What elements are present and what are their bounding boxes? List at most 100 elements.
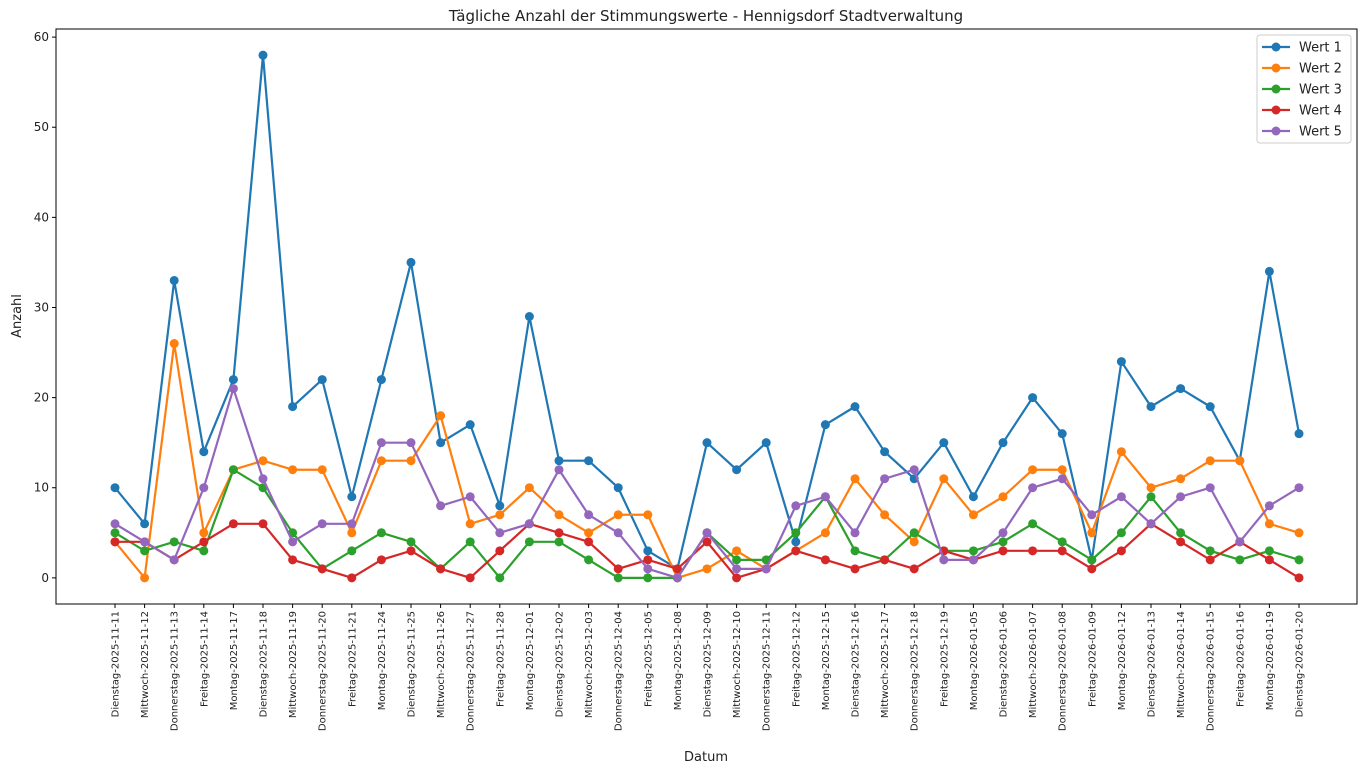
data-point: Wert 4: 1 <box>1087 564 1097 574</box>
x-tick-label: Dienstag-2026-01-06 <box>999 611 1010 717</box>
data-point: Wert 4: 0 <box>465 573 475 583</box>
data-point: Wert 2: 6 <box>465 519 475 529</box>
data-point: Wert 3: 4 <box>554 537 564 547</box>
x-tick-label: Mittwoch-2025-11-12 <box>140 611 151 718</box>
data-point: Wert 1: 24 <box>1116 357 1126 367</box>
data-point: Wert 3: 4 <box>998 537 1008 547</box>
data-point: Wert 5: 12 <box>909 465 919 475</box>
data-point: Wert 2: 13 <box>1205 456 1215 466</box>
x-tick-label: Freitag-2025-12-12 <box>791 611 802 707</box>
data-point: Wert 5: 1 <box>732 564 742 574</box>
data-point: Wert 2: 18 <box>436 411 446 421</box>
data-point: Wert 4: 4 <box>584 537 594 547</box>
data-point: Wert 4: 3 <box>1116 546 1126 556</box>
legend-item: Wert 2 <box>1262 62 1342 77</box>
data-point: Wert 1: 15 <box>436 438 446 448</box>
data-point: Wert 3: 0 <box>613 573 623 583</box>
data-point: Wert 5: 2 <box>939 555 949 565</box>
data-point: Wert 4: 1 <box>317 564 327 574</box>
data-point: Wert 1: 8 <box>495 501 505 511</box>
data-point: Wert 1: 29 <box>524 312 534 321</box>
data-point: Wert 1: 10 <box>613 483 623 493</box>
data-point: Wert 2: 7 <box>554 510 564 520</box>
legend-label: Wert 3 <box>1299 83 1342 98</box>
data-point: Wert 4: 3 <box>998 546 1008 556</box>
data-point: Wert 3: 4 <box>465 537 475 547</box>
x-tick-label: Dienstag-2025-12-16 <box>851 611 862 717</box>
data-point: Wert 2: 5 <box>584 528 594 538</box>
data-point: Wert 5: 7 <box>1087 510 1097 520</box>
data-point: Wert 3: 3 <box>1205 546 1215 556</box>
data-point: Wert 5: 10 <box>1205 483 1215 493</box>
x-tick-label: Donnerstag-2025-12-11 <box>762 611 773 731</box>
x-tick-label: Montag-2026-01-12 <box>1117 611 1128 710</box>
data-point: Wert 2: 14 <box>1116 447 1126 457</box>
data-point: Wert 5: 5 <box>850 528 860 538</box>
data-point: Wert 5: 10 <box>1028 483 1038 493</box>
data-point: Wert 3: 5 <box>1116 528 1126 538</box>
data-point: Wert 2: 12 <box>317 465 327 475</box>
data-point: Wert 2: 10 <box>524 483 534 493</box>
legend-item: Wert 4 <box>1262 104 1342 119</box>
data-point: Wert 2: 12 <box>1028 465 1038 475</box>
data-point: Wert 2: 26 <box>169 339 179 349</box>
data-point: Wert 1: 17 <box>820 420 830 430</box>
legend-marker <box>1271 105 1281 115</box>
x-tick-label: Mittwoch-2026-01-07 <box>1028 611 1039 718</box>
data-point: Wert 1: 3 <box>643 546 653 556</box>
data-point: Wert 3: 3 <box>850 546 860 556</box>
data-point: Wert 5: 9 <box>1116 492 1126 502</box>
x-tick-label: Freitag-2025-11-21 <box>347 611 358 707</box>
data-point: Wert 1: 15 <box>939 438 949 448</box>
chart-title: Tägliche Anzahl der Stimmungswerte - Hen… <box>448 7 963 25</box>
data-point: Wert 5: 4 <box>1235 537 1245 547</box>
data-point: Wert 3: 3 <box>1264 546 1274 556</box>
data-point: Wert 3: 0 <box>643 573 653 583</box>
x-tick-label: Freitag-2025-12-05 <box>643 611 654 707</box>
data-point: Wert 4: 1 <box>672 564 682 574</box>
data-point: Wert 1: 19 <box>1205 402 1215 412</box>
data-point: Wert 5: 5 <box>998 528 1008 538</box>
data-point: Wert 1: 19 <box>850 402 860 412</box>
data-point: Wert 1: 13 <box>584 456 594 466</box>
data-point: Wert 5: 8 <box>436 501 446 511</box>
data-point: Wert 2: 12 <box>1057 465 1067 475</box>
data-point: Wert 5: 11 <box>880 474 890 484</box>
data-point: Wert 4: 1 <box>613 564 623 574</box>
data-point: Wert 4: 4 <box>110 537 120 547</box>
data-point: Wert 5: 4 <box>288 537 298 547</box>
data-point: Wert 1: 15 <box>998 438 1008 448</box>
data-point: Wert 1: 4 <box>791 537 801 547</box>
data-point: Wert 3: 5 <box>1176 528 1186 538</box>
data-point: Wert 3: 3 <box>347 546 357 556</box>
x-tick-label: Donnerstag-2025-12-18 <box>910 611 921 731</box>
x-tick-label: Donnerstag-2026-01-08 <box>1058 611 1069 731</box>
x-tick-label: Mittwoch-2025-12-10 <box>732 611 743 718</box>
data-point: Wert 3: 3 <box>140 546 150 556</box>
data-point: Wert 3: 4 <box>406 537 416 547</box>
data-point: Wert 2: 11 <box>850 474 860 484</box>
legend-label: Wert 4 <box>1299 104 1342 119</box>
data-point: Wert 4: 1 <box>436 564 446 574</box>
y-axis-label: Anzahl <box>10 294 25 338</box>
data-point: Wert 2: 7 <box>880 510 890 520</box>
legend-marker <box>1271 42 1281 52</box>
data-point: Wert 4: 4 <box>199 537 209 547</box>
legend-item: Wert 5 <box>1262 125 1342 140</box>
data-point: Wert 4: 2 <box>820 555 830 565</box>
data-point: Wert 2: 13 <box>406 456 416 466</box>
data-point: Wert 2: 0 <box>140 573 150 583</box>
data-point: Wert 3: 0 <box>495 573 505 583</box>
x-tick-label: Dienstag-2025-12-02 <box>555 611 566 717</box>
x-tick-label: Freitag-2025-11-14 <box>199 611 210 707</box>
data-point: Wert 2: 7 <box>613 510 623 520</box>
data-point: Wert 4: 1 <box>850 564 860 574</box>
y-tick-label: 60 <box>34 30 49 44</box>
data-point: Wert 4: 3 <box>495 546 505 556</box>
x-tick-label: Montag-2025-11-17 <box>229 611 240 710</box>
data-point: Wert 5: 5 <box>495 528 505 538</box>
x-tick-label: Donnerstag-2025-11-27 <box>466 611 477 731</box>
data-point: Wert 5: 6 <box>317 519 327 529</box>
data-point: Wert 1: 14 <box>880 447 890 457</box>
